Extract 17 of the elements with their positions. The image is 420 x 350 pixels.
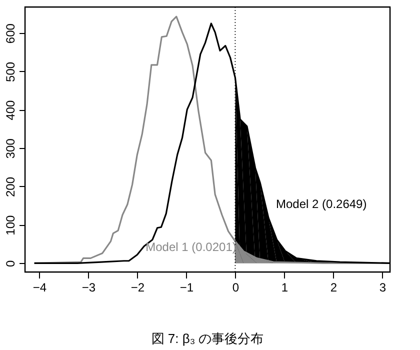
y-tick-label: 500: [4, 62, 18, 82]
y-tick-label: 300: [4, 138, 18, 159]
x-tick-label: −4: [32, 280, 47, 294]
y-tick-label: 0: [4, 260, 18, 268]
x-tick-label: 2: [330, 280, 338, 294]
y-tick-label: 100: [4, 214, 18, 236]
x-tick-label: −3: [82, 280, 96, 294]
text: 図 7: β₃ の事後分布: [151, 331, 264, 346]
x-tick-label: −1: [180, 280, 194, 294]
annotation: Model 2 (0.2649): [276, 197, 367, 211]
x-tick-label: 3: [379, 280, 386, 294]
y-tick-label: 200: [4, 176, 18, 197]
x-tick-label: 0: [232, 280, 240, 294]
x-tick-label: −2: [130, 280, 145, 294]
y-tick-label: 600: [4, 23, 18, 44]
x-tick-label: 1: [281, 280, 288, 294]
y-tick-label: 400: [4, 100, 18, 120]
